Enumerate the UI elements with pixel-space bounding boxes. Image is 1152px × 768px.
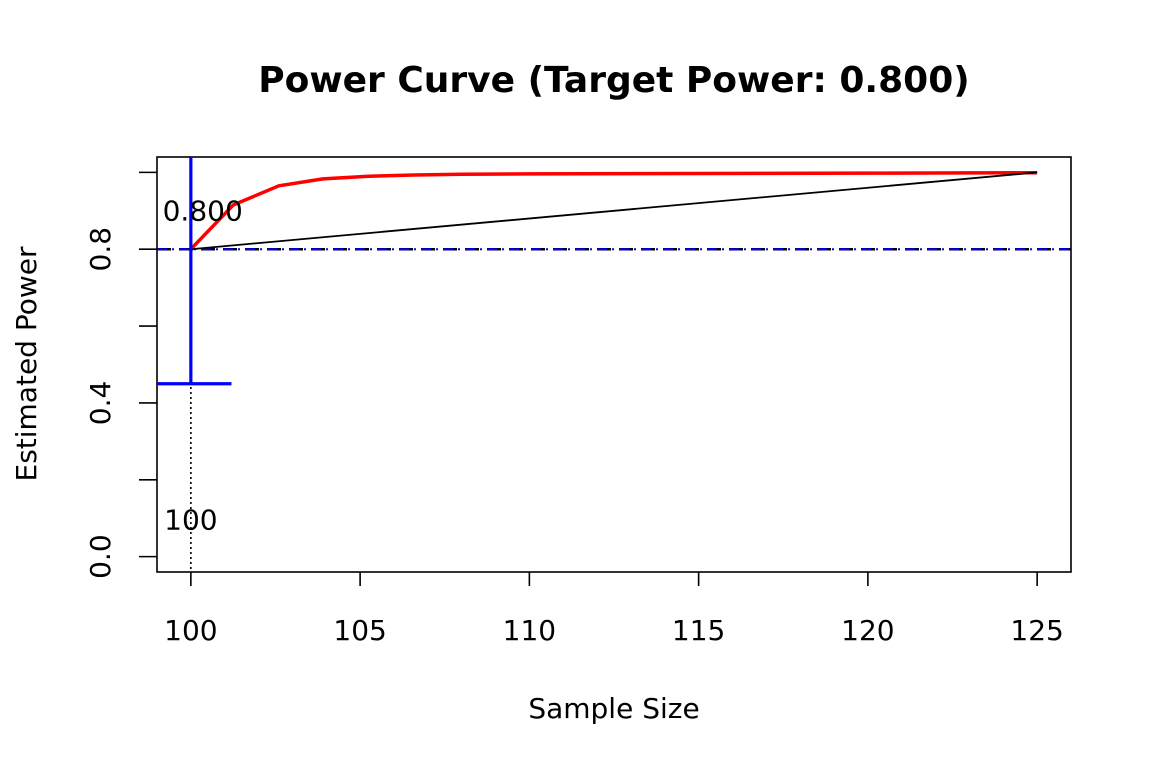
chart-title: Power Curve (Target Power: 0.800) bbox=[258, 60, 969, 101]
x-tick-label: 105 bbox=[333, 614, 386, 647]
x-tick-label: 100 bbox=[164, 614, 217, 647]
y-tick-label: 0.4 bbox=[84, 381, 117, 426]
y-axis-label: Estimated Power bbox=[10, 246, 43, 481]
linear-reference-line bbox=[190, 171, 1038, 251]
plot-area: 100 105 110 115 120 125 0.0 0.4 0.8 0.800 100 bbox=[84, 156, 1072, 647]
power-curve-line bbox=[189, 171, 1038, 251]
x-axis-label: Sample Size bbox=[528, 692, 699, 725]
annotation-label: 100 bbox=[164, 504, 217, 537]
plot-frame bbox=[156, 156, 1072, 573]
x-tick-label: 115 bbox=[672, 614, 725, 647]
x-tick-label: 110 bbox=[503, 614, 556, 647]
annotation-label: 0.800 bbox=[163, 194, 243, 227]
x-tick-label: 120 bbox=[841, 614, 894, 647]
x-tick-label: 125 bbox=[1010, 614, 1063, 647]
y-tick-label: 0.8 bbox=[84, 227, 117, 272]
y-tick-label: 0.0 bbox=[84, 534, 117, 579]
